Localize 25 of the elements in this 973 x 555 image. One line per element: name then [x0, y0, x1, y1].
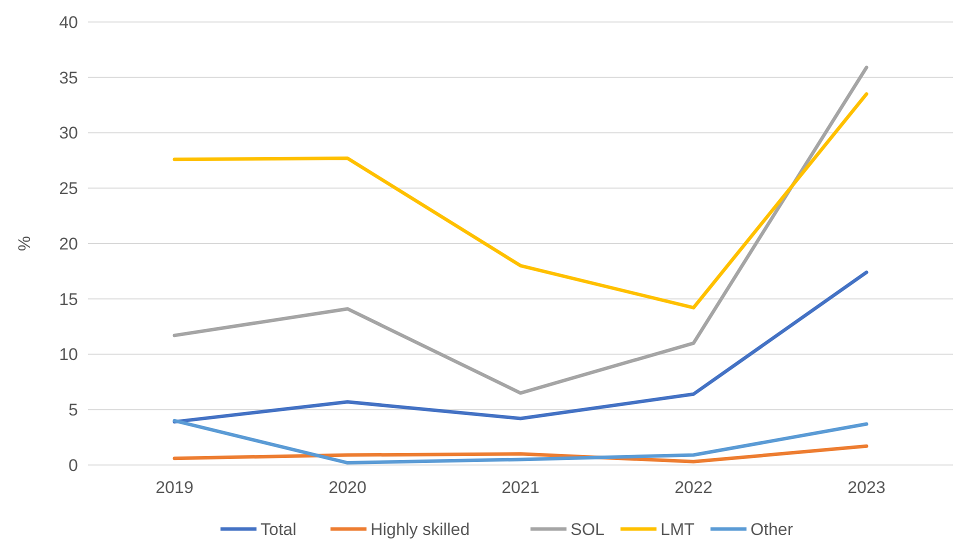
line-series: [172, 270, 868, 424]
legend-label: Other: [750, 520, 794, 539]
x-tick-label: 2020: [328, 478, 366, 497]
y-tick-label: 30: [59, 124, 78, 143]
y-tick-label: 15: [59, 290, 78, 309]
legend-label: Total: [260, 520, 296, 539]
legend-label: LMT: [660, 520, 694, 539]
y-tick-label: 35: [59, 68, 78, 88]
y-tick-label: 5: [68, 400, 78, 420]
legend-label: SOL: [570, 520, 605, 539]
line-series: [172, 418, 868, 465]
line-series: [172, 92, 868, 310]
y-tick-label: 0: [68, 456, 78, 475]
x-tick-label: 2022: [674, 478, 712, 497]
y-tick-label: 10: [59, 345, 78, 364]
line-series: [172, 444, 868, 464]
y-axis-title: %: [15, 236, 34, 252]
legend-label: Highly skilled: [370, 520, 470, 539]
x-tick-label: 2019: [156, 478, 194, 497]
y-tick-label: 40: [59, 12, 78, 32]
y-tick-label: 20: [59, 234, 78, 254]
line-series: [172, 66, 868, 395]
x-tick-label: 2021: [502, 478, 540, 497]
y-tick-label: 25: [59, 179, 78, 198]
x-tick-label: 2023: [848, 478, 886, 497]
